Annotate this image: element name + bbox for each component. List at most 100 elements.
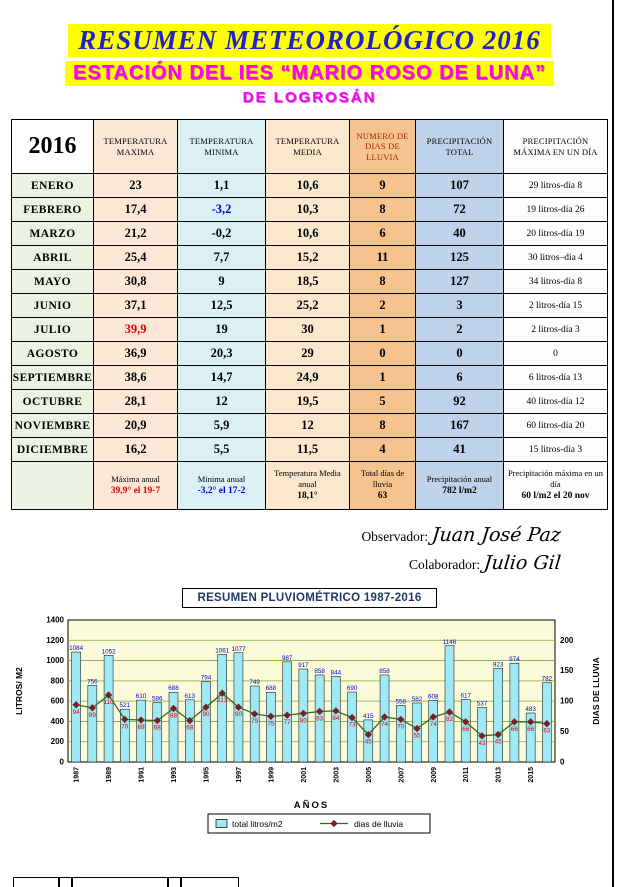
bar-value-label: 1146 xyxy=(442,639,456,646)
cell-precipitacion-maxima: 6 litros-día 13 xyxy=(503,365,608,390)
cell-temp-max: 39,9 xyxy=(93,317,178,342)
bar-value-label: 1077 xyxy=(231,646,246,653)
x-axis-title: AÑOS xyxy=(293,800,328,811)
cell-temp-media: 29 xyxy=(265,341,350,366)
cell-precipitacion-maxima: 34 litros-día 8 xyxy=(503,269,608,294)
cell-month: NOVIEMBRE xyxy=(11,413,94,438)
page-edge-line xyxy=(612,0,614,887)
line-value-label: 55 xyxy=(413,733,421,740)
cell-dias-lluvia: 5 xyxy=(349,389,416,414)
bar-value-label: 974 xyxy=(509,656,520,663)
document-title: RESUMEN METEOROLÓGICO 2016 xyxy=(68,24,551,57)
diamond-marker xyxy=(364,730,372,739)
bar-value-label: 1084 xyxy=(69,645,84,652)
bar xyxy=(135,699,146,763)
rain-summary-chart: RESUMEN PLUVIOMÉTRICO 1987-2016 0 200 400 6… xyxy=(0,588,619,844)
cell-temp-min: 9 xyxy=(177,269,266,294)
fragment-cell xyxy=(181,877,239,887)
x-axis-tick: 1995 xyxy=(203,767,210,783)
cell-dias-lluvia: 0 xyxy=(349,341,416,366)
left-axis-tick: 800 xyxy=(50,676,64,685)
table-row: MARZO 21,2 -0,2 10,6 6 40 20 litros-día 19 xyxy=(11,221,608,246)
cell-temp-max: 30,8 xyxy=(93,269,178,294)
x-axis-tick: 2005 xyxy=(365,767,372,783)
bar xyxy=(168,691,178,763)
line-value-label: 94 xyxy=(72,709,80,716)
cell-temp-max: 25,4 xyxy=(93,245,178,270)
cell-temp-min: 14,7 xyxy=(177,365,266,390)
cell-temp-max: 38,6 xyxy=(93,365,178,390)
bar xyxy=(265,691,276,763)
table-row: AGOSTO 36,9 20,3 29 0 0 0 xyxy=(11,341,608,366)
cell-temp-media: 10,6 xyxy=(265,221,350,246)
x-axis-tick: 1993 xyxy=(171,767,178,783)
bar xyxy=(119,708,130,763)
diamond-marker xyxy=(136,716,145,724)
cell-temp-media: 10,6 xyxy=(265,173,350,198)
cell-temp-max: 21,2 xyxy=(93,221,178,246)
bar-value-label: 688 xyxy=(168,685,179,692)
x-axis-tick: 1989 xyxy=(106,767,113,783)
line-value-label: 83 xyxy=(316,715,324,722)
bar xyxy=(249,685,259,763)
bar xyxy=(330,676,341,763)
header-temp-media: TEMPERATURA MEDIA xyxy=(265,119,350,174)
left-axis-tick: 0 xyxy=(59,758,64,767)
bar-value-label: 1061 xyxy=(215,647,230,654)
bar-value-label: 608 xyxy=(427,693,438,700)
line-value-label: 82 xyxy=(445,716,453,723)
header-precipitacion-maxima: PRECIPITACIÓN MÁXIMA EN UN DÍA xyxy=(503,119,608,174)
x-axis-tick: 1997 xyxy=(235,767,242,783)
right-axis-tick: 200 xyxy=(560,636,574,645)
line-value-label: 63 xyxy=(543,728,551,735)
cell-dias-lluvia: 4 xyxy=(349,437,416,462)
bar-value-label: 987 xyxy=(281,655,292,662)
cell-dias-lluvia: 8 xyxy=(349,413,416,438)
cell-dias-lluvia: 6 xyxy=(349,221,416,246)
bar xyxy=(184,699,194,763)
cell-precipitacion-total: 72 xyxy=(415,197,504,222)
cell-temp-min: -0,2 xyxy=(177,221,266,246)
table-row: JUNIO 37,1 12,5 25,2 2 3 2 litros-día 15 xyxy=(11,293,608,318)
line-value-label: 68 xyxy=(186,725,194,732)
x-axis-tick: 2015 xyxy=(528,767,535,783)
cell-precipitacion-total: 0 xyxy=(415,341,504,366)
header-temp-min: TEMPERATURA MINIMA xyxy=(177,119,266,174)
table-row: JULIO 39,9 19 30 1 2 2 litros-día 3 xyxy=(11,317,608,342)
bar-value-label: 923 xyxy=(492,661,503,668)
line-value-label: 75 xyxy=(267,720,275,727)
diamond-marker xyxy=(445,708,453,716)
table-header-row: 2016 TEMPERATURA MAXIMA TEMPERATURA MINI… xyxy=(11,119,608,174)
colaborador-label: Colaborador: xyxy=(408,557,481,572)
right-axis-title: DIAS DE LLUVIA xyxy=(591,657,601,725)
x-axis-tick: 2009 xyxy=(430,767,437,783)
summary-empty-cell xyxy=(11,461,94,510)
year-header: 2016 xyxy=(11,119,94,174)
next-page-table-fragment xyxy=(13,877,239,887)
cell-precipitacion-maxima: 19 litros-día 26 xyxy=(503,197,608,222)
cell-temp-media: 25,2 xyxy=(265,293,350,318)
header-precipitacion-total: PRECIPITACIÓN TOTAL xyxy=(415,119,504,174)
bar-value-label: 613 xyxy=(184,693,195,700)
cell-month: MARZO xyxy=(11,221,94,246)
x-axis-tick: 2007 xyxy=(398,767,405,783)
x-axis-tick: 2001 xyxy=(300,767,307,783)
left-axis-tick: 400 xyxy=(50,717,64,726)
right-axis-tick: 0 xyxy=(560,758,565,767)
cell-precipitacion-total: 6 xyxy=(415,365,504,390)
line-value-label: 84 xyxy=(332,715,340,722)
bar xyxy=(492,668,503,763)
bar xyxy=(395,705,406,763)
table-row: NOVIEMBRE 20,9 5,9 12 8 167 60 litros-día 20 xyxy=(11,413,608,438)
bar xyxy=(152,702,162,763)
cell-precipitacion-maxima: 29 litros-día 8 xyxy=(503,173,608,198)
legend-bar-swatch xyxy=(215,819,227,828)
cell-precipitacion-total: 167 xyxy=(415,413,504,438)
cell-temp-min: 1,1 xyxy=(177,173,266,198)
colaborador-signature: Julio Gil xyxy=(483,552,563,574)
cell-month: AGOSTO xyxy=(11,341,94,366)
cell-dias-lluvia: 1 xyxy=(349,365,416,390)
observador-signature: Juan José Paz xyxy=(431,524,563,546)
line-value-label: 113 xyxy=(217,697,228,704)
cell-precipitacion-total: 127 xyxy=(415,269,504,294)
